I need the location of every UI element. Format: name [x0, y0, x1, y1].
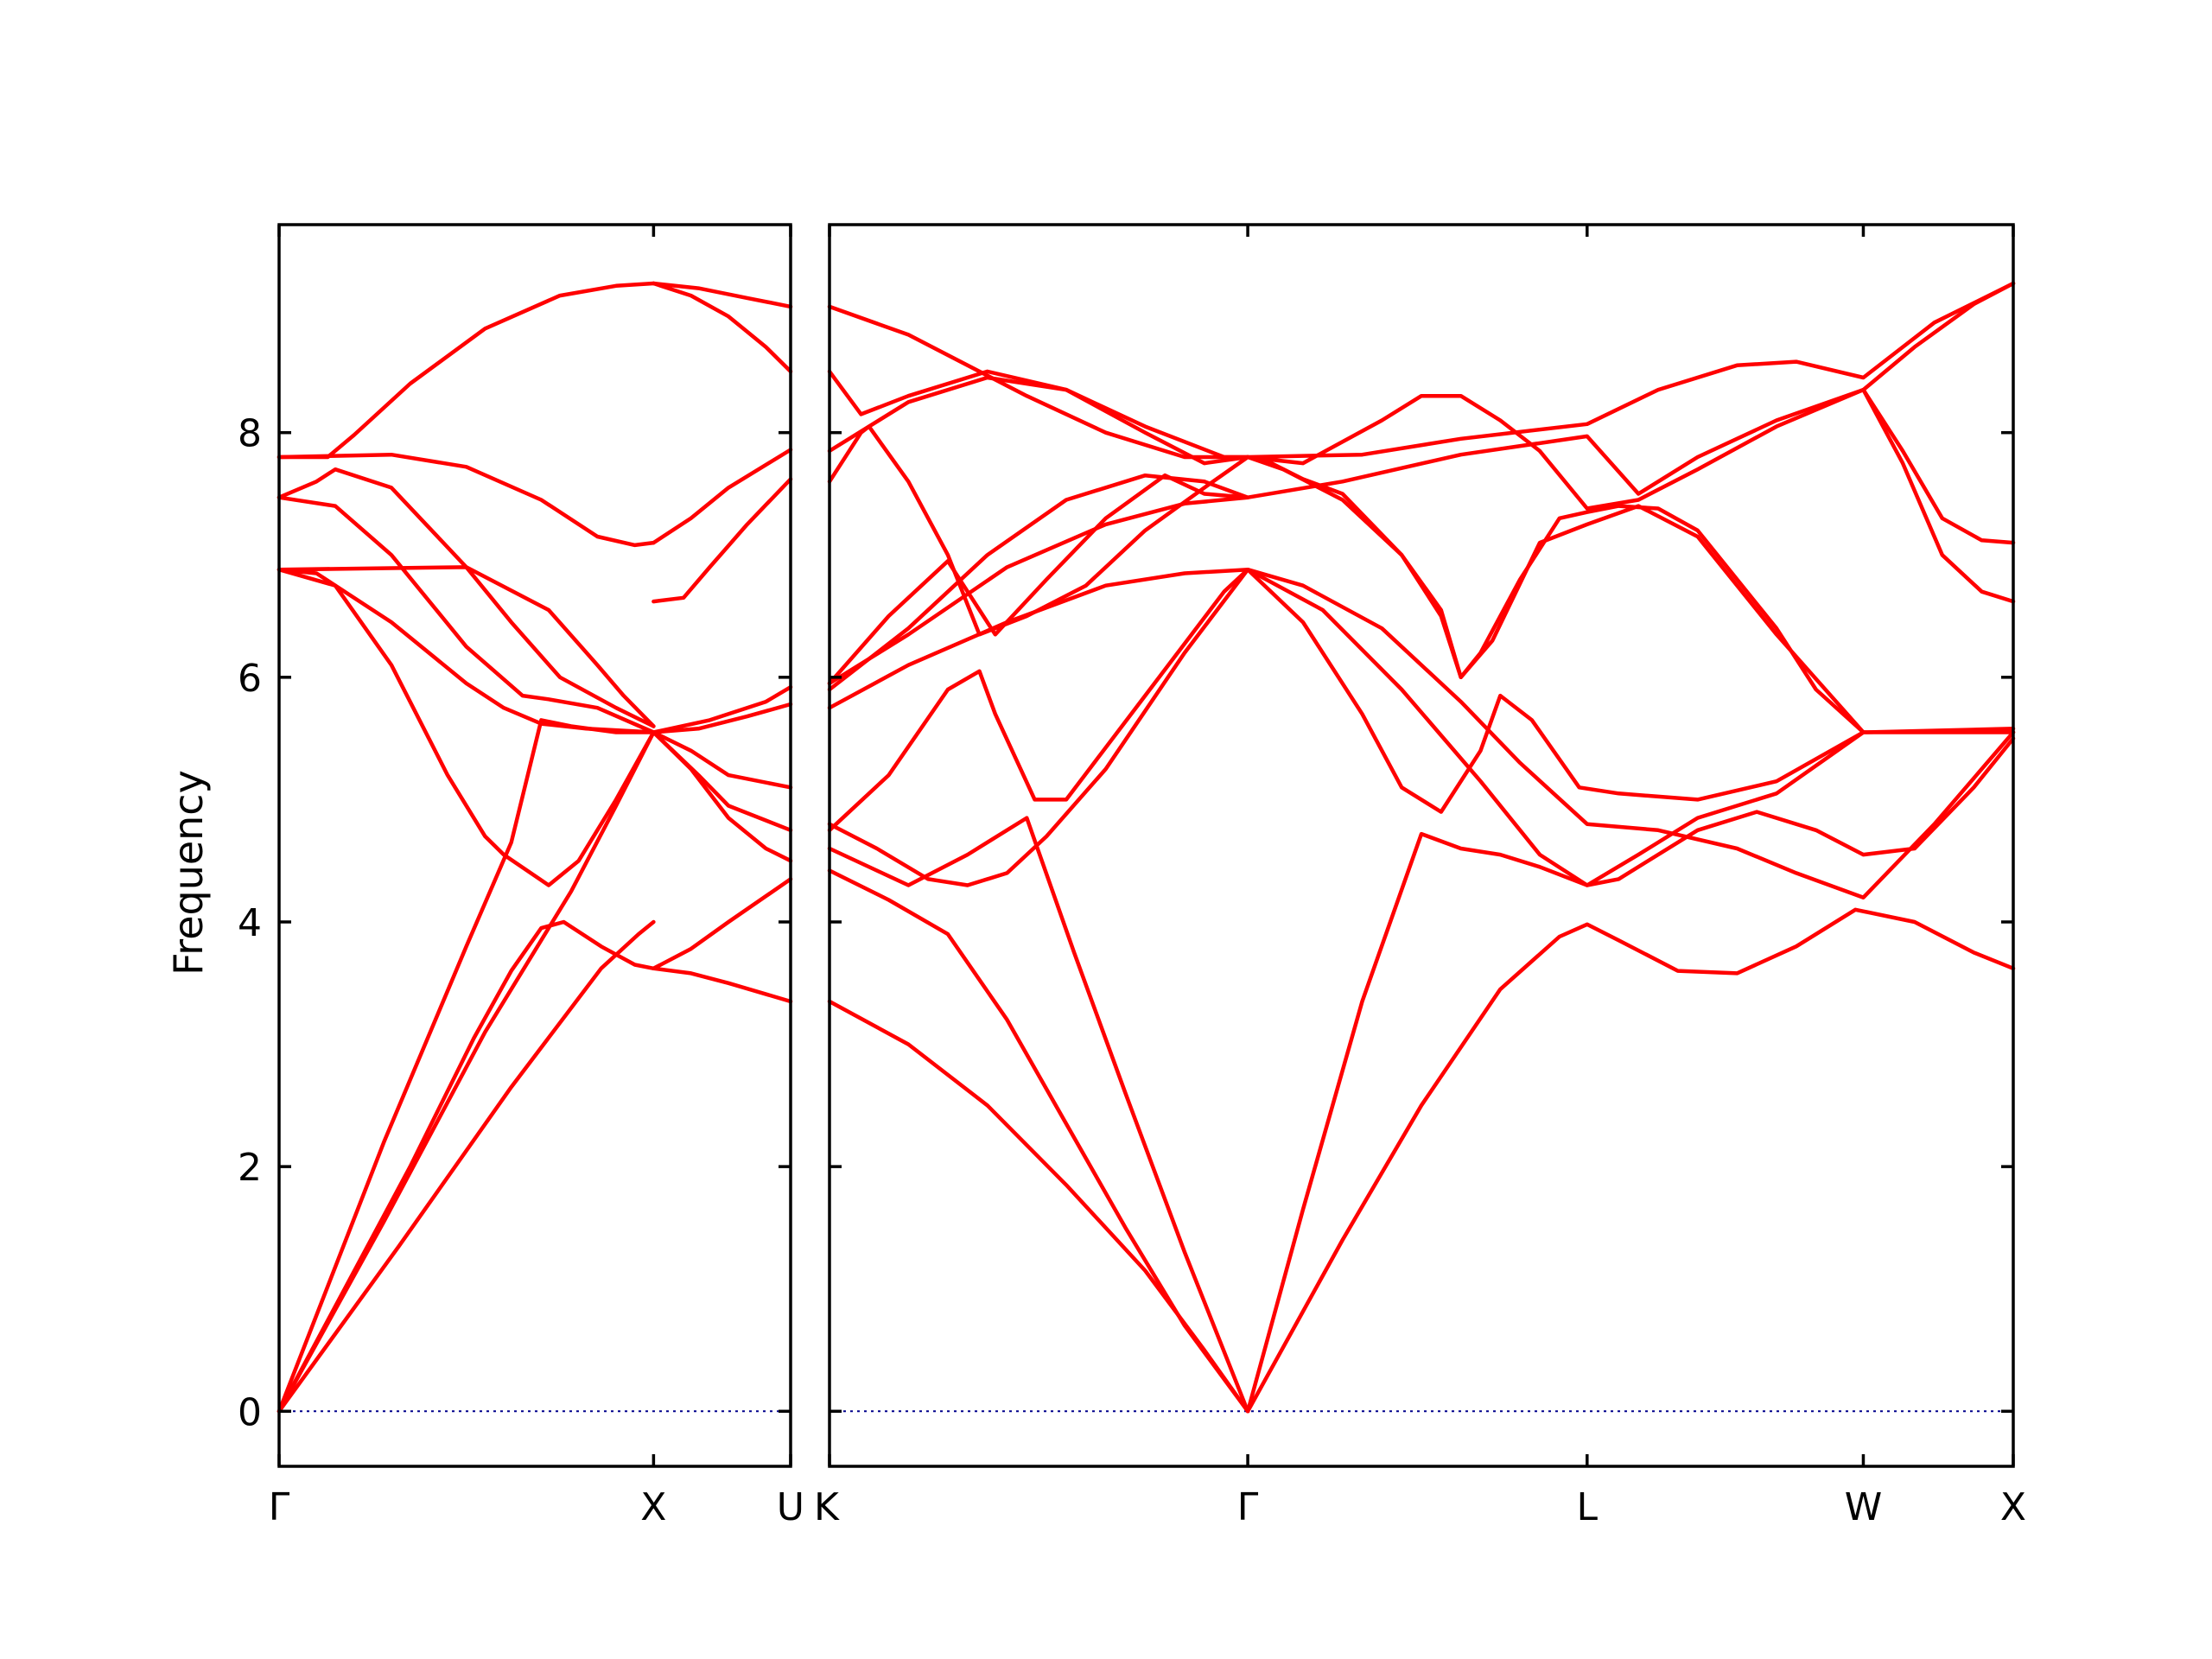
phonon-band-line: [276, 919, 656, 1414]
phonon-band-line: [276, 495, 656, 734]
x-tick-label: X: [640, 1485, 666, 1529]
phonon-band-line: [1861, 387, 2016, 545]
phonon-band-line: [1245, 387, 1866, 511]
y-tick-label: 0: [238, 1390, 262, 1434]
phonon-band-line: [827, 816, 1250, 1414]
x-tick-label: W: [1845, 1485, 1883, 1529]
phonon-band-line: [276, 281, 656, 460]
phonon-band-line: [827, 495, 1250, 686]
phonon-band-line: [276, 567, 656, 887]
left-panel: 0 2 4 6 8 Γ X U: [238, 223, 804, 1529]
phonon-band-line: [652, 448, 793, 545]
phonon-band-line: [276, 567, 656, 734]
plot-frame: [828, 223, 2015, 1468]
y-tick-label: 6: [238, 657, 262, 701]
y-axis-label: Frequency: [165, 770, 212, 976]
phonon-band-line: [276, 730, 656, 1414]
x-tick-label: L: [1577, 1485, 1599, 1529]
phonon-band-line: [276, 565, 656, 728]
phonon-band-line: [652, 730, 793, 863]
phonon-band-line: [652, 730, 793, 833]
phonon-band-line: [1861, 281, 2016, 392]
phonon-band-line: [827, 473, 1250, 686]
phonon-band-line: [827, 567, 1250, 887]
phonon-band-line: [652, 684, 793, 734]
phonon-band-line: [1861, 387, 2016, 604]
phonon-band-line: [827, 567, 1250, 833]
phonon-band-line: [827, 473, 1250, 692]
phonon-band-line: [652, 966, 793, 1004]
phonon-band-line: [652, 877, 793, 971]
phonon-band-line: [1245, 387, 1866, 499]
x-tick-label: Γ: [1237, 1485, 1259, 1529]
phonon-band-line: [1245, 567, 2016, 899]
phonon-band-line: [652, 477, 793, 604]
phonon-band-line: [1245, 730, 2016, 1414]
y-tick-label: 8: [238, 412, 262, 456]
phonon-band-line: [827, 567, 1250, 710]
plot-frame: [277, 223, 792, 1468]
y-tick-label: 2: [238, 1146, 262, 1190]
x-tick-label: X: [2000, 1485, 2026, 1529]
phonon-band-line: [652, 281, 793, 374]
x-tick-label: U: [777, 1485, 804, 1529]
phonon-band-line: [1245, 567, 2016, 887]
phonon-band-line: [276, 452, 656, 548]
phonon-band-line: [827, 868, 1250, 1414]
phonon-band-line: [1245, 281, 2016, 460]
x-tick-label: K: [814, 1485, 840, 1529]
phonon-band-line: [652, 281, 793, 309]
x-tick-label: Γ: [269, 1485, 290, 1529]
phonon-band-line: [1245, 567, 2016, 814]
phonon-band-line: [827, 304, 1250, 460]
phonon-band-line: [1245, 454, 1866, 734]
phonon-band-line: [276, 919, 656, 1414]
phonon-band-line: [1245, 907, 2016, 1414]
phonon-band-line: [652, 730, 793, 790]
phonon-band-line: [827, 375, 1250, 460]
phonon-band-line: [827, 999, 1250, 1414]
phonon-band-line: [827, 369, 1250, 466]
phonon-band-line: [652, 702, 793, 734]
y-tick-label: 4: [238, 901, 262, 945]
